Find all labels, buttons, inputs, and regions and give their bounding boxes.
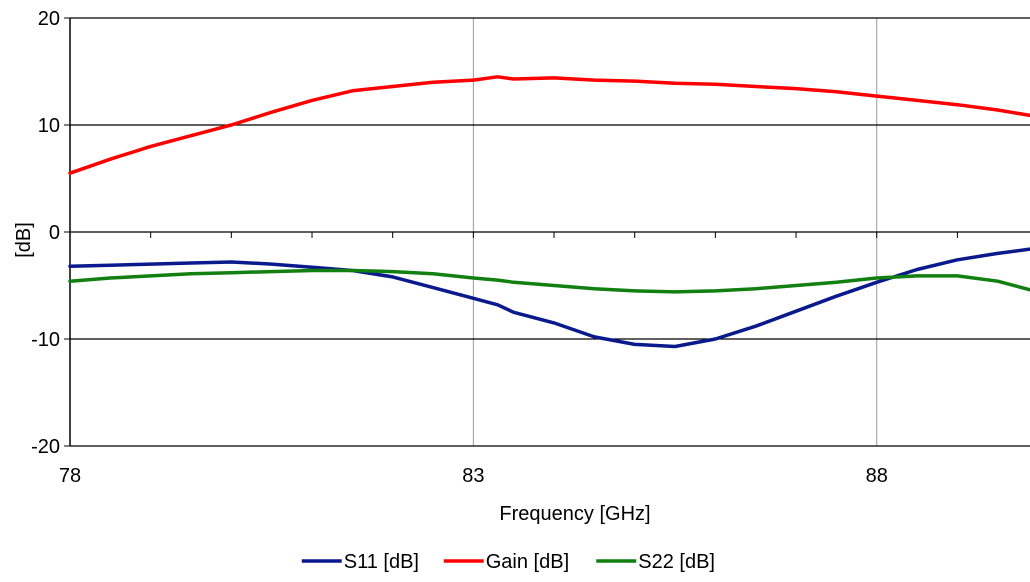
legend-label-2: Gain [dB] <box>486 551 569 573</box>
x-tick-label-83: 83 <box>462 465 484 487</box>
x-tick-label-78: 78 <box>59 465 81 487</box>
grid-lines <box>70 18 1030 447</box>
legend-label-3: S22 [dB] <box>638 551 715 573</box>
legend: S11 [dB] Gain [dB] S22 [dB] <box>301 551 715 573</box>
series-line-1 <box>68 247 1030 349</box>
plot-frame <box>64 17 1030 447</box>
x-tick-label-88: 88 <box>866 465 888 487</box>
tick-labels: -20 -10 0 10 20 78 83 88 <box>31 8 888 487</box>
series-line-3 <box>68 268 1030 294</box>
series-line-2 <box>68 75 1030 175</box>
y-tick-label-10: 10 <box>38 115 60 137</box>
x-axis-title: Frequency [GHz] <box>499 503 650 525</box>
y-axis-title: [dB] <box>13 222 35 258</box>
y-tick-label--20: -20 <box>31 436 60 458</box>
legend-label-1: S11 [dB] <box>344 551 419 573</box>
y-tick-label--10: -10 <box>31 329 60 351</box>
y-tick-label-20: 20 <box>38 8 60 30</box>
y-tick-label-0: 0 <box>49 222 60 244</box>
series-group <box>68 75 1030 349</box>
